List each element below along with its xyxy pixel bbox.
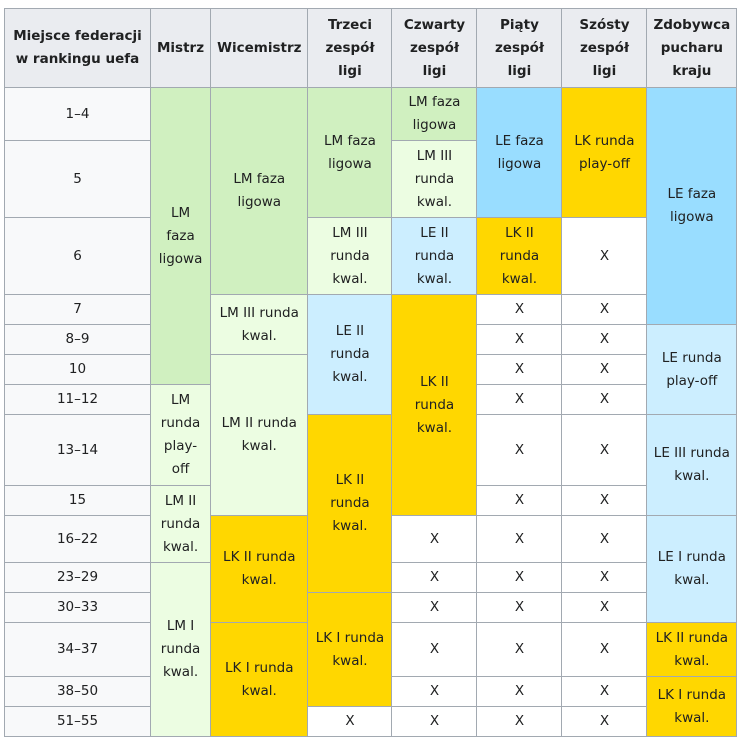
column-header: Trzeci zespół ligi xyxy=(307,8,393,88)
stage-cell: X xyxy=(476,294,563,325)
rank-cell: 1–4 xyxy=(4,87,151,141)
stage-cell: X xyxy=(476,324,563,355)
stage-cell: X xyxy=(561,515,648,563)
stage-cell: X xyxy=(561,706,648,737)
stage-cell: X xyxy=(476,592,563,623)
stage-cell: LM III runda kwal. xyxy=(210,294,309,355)
table-row: 1–4 LM faza ligowa LM faza ligowa LM faza l… xyxy=(4,87,738,385)
stage-cell: X xyxy=(391,592,478,623)
stage-cell: X xyxy=(561,384,648,415)
stage-cell: X xyxy=(476,515,563,563)
stage-cell: LK II runda kwal. xyxy=(307,414,393,593)
stage-cell: LK II runda kwal. xyxy=(391,294,478,516)
stage-cell: X xyxy=(561,485,648,516)
rank-cell: 51–55 xyxy=(4,706,151,737)
stage-cell: LM III runda kwal. xyxy=(391,140,478,218)
stage-cell: LK I runda kwal. xyxy=(646,676,738,737)
stage-cell: LM faza ligowa xyxy=(391,87,478,141)
column-header: Zdobywca pucharu kraju xyxy=(646,8,738,88)
rank-cell: 10 xyxy=(4,354,151,385)
stage-cell: LK I runda kwal. xyxy=(307,592,393,707)
header-row: Miejsce federacji w rankingu uefa Mistrz W… xyxy=(4,8,738,88)
stage-cell: LE faza ligowa xyxy=(476,87,563,218)
table-row: 13–14 LK II runda kwal. X X LE III runda kwa… xyxy=(4,414,738,593)
stage-cell: LK II runda kwal. xyxy=(210,515,309,623)
table-row: 7 LM III runda kwal. LE II runda kwal. LK I… xyxy=(4,294,737,516)
stage-cell: X xyxy=(476,706,563,737)
stage-cell: LM faza ligowa xyxy=(210,87,309,295)
rank-cell: 5 xyxy=(4,140,151,218)
rank-cell: 11–12 xyxy=(4,384,151,415)
column-header: Miejsce federacji w rankingu uefa xyxy=(4,8,151,88)
rank-cell: 23–29 xyxy=(4,562,151,593)
stage-cell: X xyxy=(391,676,478,707)
stage-cell: X xyxy=(391,562,478,593)
stage-cell: LM faza ligowa xyxy=(307,87,393,218)
stage-cell: X xyxy=(561,294,648,325)
stage-cell: X xyxy=(476,414,563,486)
stage-cell: X xyxy=(476,622,563,677)
stage-cell: LM II runda kwal. xyxy=(210,354,309,516)
rank-cell: 16–22 xyxy=(4,515,151,563)
table-row: 38–50 X X X LK I runda kwal. xyxy=(4,676,738,737)
column-header: Szósty zespół ligi xyxy=(561,8,648,88)
stage-cell: X xyxy=(476,676,563,707)
rank-cell: 7 xyxy=(4,294,151,325)
column-header: Wicemistrz xyxy=(210,8,309,88)
stage-cell: LE III runda kwal. xyxy=(646,414,738,516)
stage-cell: LE faza ligowa xyxy=(646,87,738,325)
stage-cell: X xyxy=(476,354,563,385)
table-row: 34–37 LK I runda kwal. X X X LK II runda kwal… xyxy=(4,622,738,737)
stage-cell: LK II runda kwal. xyxy=(646,622,738,677)
rank-cell: 38–50 xyxy=(4,676,151,707)
rank-cell: 30–33 xyxy=(4,592,151,623)
stage-cell: LE II runda kwal. xyxy=(307,294,393,415)
stage-cell: X xyxy=(561,562,648,593)
table-body: 1–4 LM faza ligowa LM faza ligowa LM faza l… xyxy=(4,87,738,737)
column-header: Czwarty zespół ligi xyxy=(391,8,478,88)
stage-cell: X xyxy=(307,706,393,737)
stage-cell: X xyxy=(561,324,648,355)
table-row: 51–55 X X X X xyxy=(4,706,737,737)
stage-cell: X xyxy=(561,217,648,295)
stage-cell: X xyxy=(391,515,478,563)
stage-cell: X xyxy=(476,485,563,516)
stage-cell: LE runda play-off xyxy=(646,324,738,415)
rank-cell: 6 xyxy=(4,217,151,295)
stage-cell: LM III runda kwal. xyxy=(307,217,393,295)
stage-cell: X xyxy=(561,676,648,707)
rank-cell: 34–37 xyxy=(4,622,151,677)
stage-cell: X xyxy=(391,706,478,737)
column-header: Mistrz xyxy=(149,8,212,88)
table-row: 10 LM II runda kwal. X X xyxy=(4,354,737,516)
stage-cell: LM I runda kwal. xyxy=(149,562,212,737)
table-row: 5 LM III runda kwal. xyxy=(4,140,737,218)
stage-cell: LK runda play-off xyxy=(561,87,648,218)
stage-cell: X xyxy=(561,354,648,385)
stage-cell: X xyxy=(561,592,648,623)
rank-cell: 8–9 xyxy=(4,324,151,355)
table-row: 6 LM III runda kwal. LE II runda kwal. LK I… xyxy=(4,217,737,295)
table-row: 8–9 X X LE runda play-off xyxy=(4,324,738,415)
rank-cell: 13–14 xyxy=(4,414,151,486)
column-header: Piąty zespół ligi xyxy=(476,8,563,88)
stage-cell: X xyxy=(561,622,648,677)
table-row: 30–33 LK I runda kwal. X X X xyxy=(4,592,737,707)
stage-cell: X xyxy=(476,384,563,415)
stage-cell: LK II runda kwal. xyxy=(476,217,563,295)
rank-cell: 15 xyxy=(4,485,151,516)
stage-cell: LM runda play-off xyxy=(149,384,212,486)
stage-cell: X xyxy=(476,562,563,593)
stage-cell: LE I runda kwal. xyxy=(646,515,738,623)
qualification-table: Miejsce federacji w rankingu uefa Mistrz W… xyxy=(4,8,738,737)
stage-cell: LK I runda kwal. xyxy=(210,622,309,737)
stage-cell: LE II runda kwal. xyxy=(391,217,478,295)
stage-cell: LM II runda kwal. xyxy=(149,485,212,563)
stage-cell: X xyxy=(561,414,648,486)
stage-cell: LM faza ligowa xyxy=(149,87,212,385)
table-row: 11–12 LM runda play-off X X xyxy=(4,384,737,486)
stage-cell: X xyxy=(391,622,478,677)
